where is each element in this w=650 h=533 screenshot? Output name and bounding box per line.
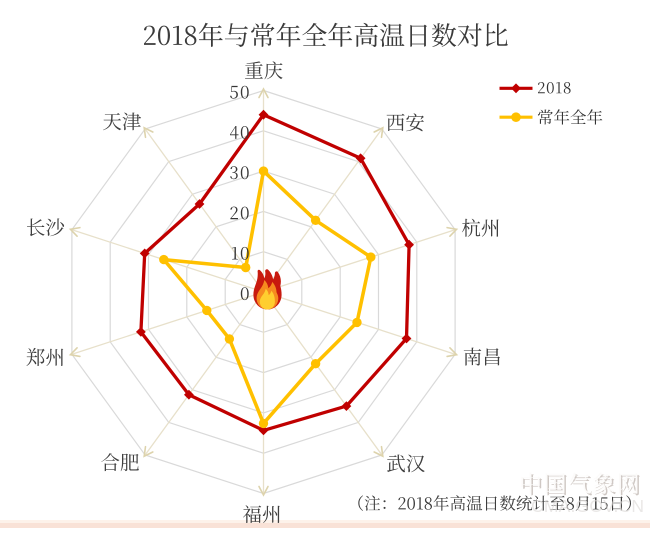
- svg-text:CMA.GOV.CN: CMA.GOV.CN: [531, 496, 644, 516]
